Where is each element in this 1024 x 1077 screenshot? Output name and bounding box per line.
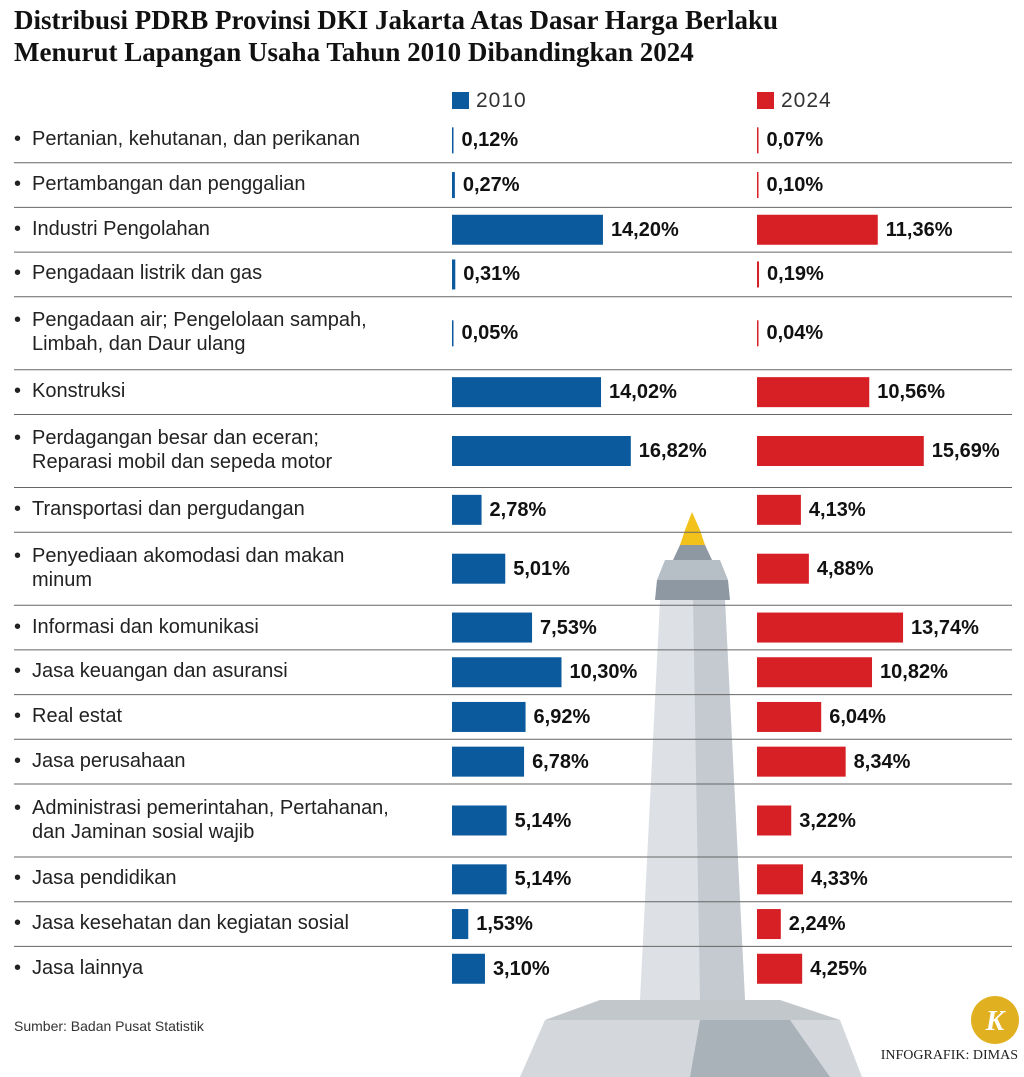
value-label: 0,12%	[461, 129, 519, 152]
bar	[757, 864, 804, 895]
category-label: Jasa pendidikan	[14, 866, 177, 890]
bar	[452, 127, 454, 154]
bar	[757, 214, 878, 245]
value-label: 0,05%	[461, 322, 519, 345]
bar	[757, 377, 870, 408]
value-label: 0,04%	[766, 322, 824, 345]
monument	[520, 512, 862, 1077]
category-label: Industri Pengolahan	[14, 217, 210, 241]
value-label: 2,24%	[788, 913, 846, 936]
bar	[757, 612, 904, 643]
bar	[757, 261, 760, 288]
category-label: Konstruksi	[14, 379, 125, 403]
bar	[452, 214, 603, 245]
bar	[757, 746, 846, 777]
value-label: 0,31%	[463, 263, 520, 286]
value-label: 4,33%	[811, 868, 868, 891]
value-label: 5,14%	[514, 809, 572, 832]
bar	[757, 436, 924, 466]
value-label: 4,25%	[810, 957, 867, 980]
value-label: 8,34%	[853, 750, 911, 773]
category-label: Pengadaan air; Pengelolaan sampah, Limba…	[14, 308, 367, 356]
value-label: 10,82%	[880, 661, 948, 684]
bar	[757, 127, 759, 154]
category-label: Real estat	[14, 704, 122, 728]
value-label: 10,56%	[877, 381, 946, 404]
value-label: 13,74%	[911, 616, 979, 639]
bar	[452, 553, 506, 584]
category-label: Penyediaan akomodasi dan makan minum	[14, 544, 344, 592]
category-label: Jasa keuangan dan asuransi	[14, 659, 288, 683]
bar	[452, 701, 526, 732]
category-label: Pengadaan listrik dan gas	[14, 261, 262, 285]
bar	[452, 657, 562, 688]
bar	[757, 494, 801, 525]
credit: INFOGRAFIK: DIMAS	[880, 1048, 1018, 1063]
bar	[452, 953, 485, 984]
legend-swatch	[452, 92, 469, 109]
category-label: Perdagangan besar dan eceran; Reparasi m…	[14, 426, 332, 474]
value-label: 15,69%	[931, 440, 1000, 462]
value-label: 0,10%	[766, 174, 824, 197]
value-label: 5,01%	[513, 557, 570, 580]
bar	[452, 320, 454, 347]
value-label: 1,53%	[476, 913, 533, 936]
category-label: Administrasi pemerintahan, Pertahanan, d…	[14, 796, 389, 844]
bar	[757, 657, 873, 688]
bar	[452, 259, 456, 290]
value-label: 11,36%	[885, 218, 953, 241]
value-label: 6,78%	[532, 750, 589, 773]
value-label: 6,92%	[533, 705, 591, 728]
value-label: 14,02%	[609, 381, 677, 404]
bar	[452, 612, 533, 643]
bar	[452, 172, 455, 199]
bar	[757, 953, 803, 984]
bar	[452, 909, 469, 940]
logo-badge	[971, 996, 1019, 1044]
bar	[452, 494, 482, 525]
value-label: 5,14%	[514, 868, 572, 891]
value-label: 10,30%	[569, 661, 638, 684]
chart-title: Distribusi PDRB Provinsi DKI Jakarta Ata…	[14, 5, 779, 67]
bar	[757, 805, 792, 836]
value-label: 0,19%	[767, 263, 824, 286]
category-label: Jasa lainnya	[14, 956, 143, 980]
value-label: 0,07%	[766, 129, 824, 152]
bar	[452, 864, 507, 895]
bar	[452, 746, 525, 777]
bar	[757, 172, 759, 199]
value-label: 6,04%	[829, 705, 886, 728]
bar	[757, 909, 781, 940]
category-label: Jasa kesehatan dan kegiatan sosial	[14, 911, 349, 935]
bar	[452, 805, 507, 836]
legend-label: 2010	[476, 89, 527, 112]
value-label: 3,10%	[492, 957, 550, 980]
category-label: Pertambangan dan penggalian	[14, 172, 306, 196]
value-label: 0,27%	[462, 174, 520, 197]
value-label: 7,53%	[540, 616, 597, 639]
value-label: 2,78%	[489, 498, 547, 521]
bar	[757, 320, 759, 347]
category-label: Jasa perusahaan	[14, 749, 185, 773]
bar	[452, 377, 602, 408]
legend-label: 2024	[781, 89, 832, 112]
bar	[757, 701, 822, 732]
value-label: 3,22%	[799, 809, 856, 832]
value-label: 4,88%	[816, 557, 874, 580]
category-label: Transportasi dan pergudangan	[14, 497, 305, 521]
value-label: 14,20%	[610, 218, 679, 241]
bar	[452, 436, 631, 466]
logo: K	[985, 1006, 1007, 1037]
value-label: 16,82%	[638, 440, 707, 462]
value-label: 4,13%	[808, 498, 866, 521]
category-label: Pertanian, kehutanan, dan perikanan	[14, 127, 360, 151]
legend-swatch	[757, 92, 774, 109]
category-label: Informasi dan komunikasi	[14, 615, 259, 639]
source: Sumber: Badan Pusat Statistik	[14, 1018, 204, 1034]
bar	[757, 553, 809, 584]
